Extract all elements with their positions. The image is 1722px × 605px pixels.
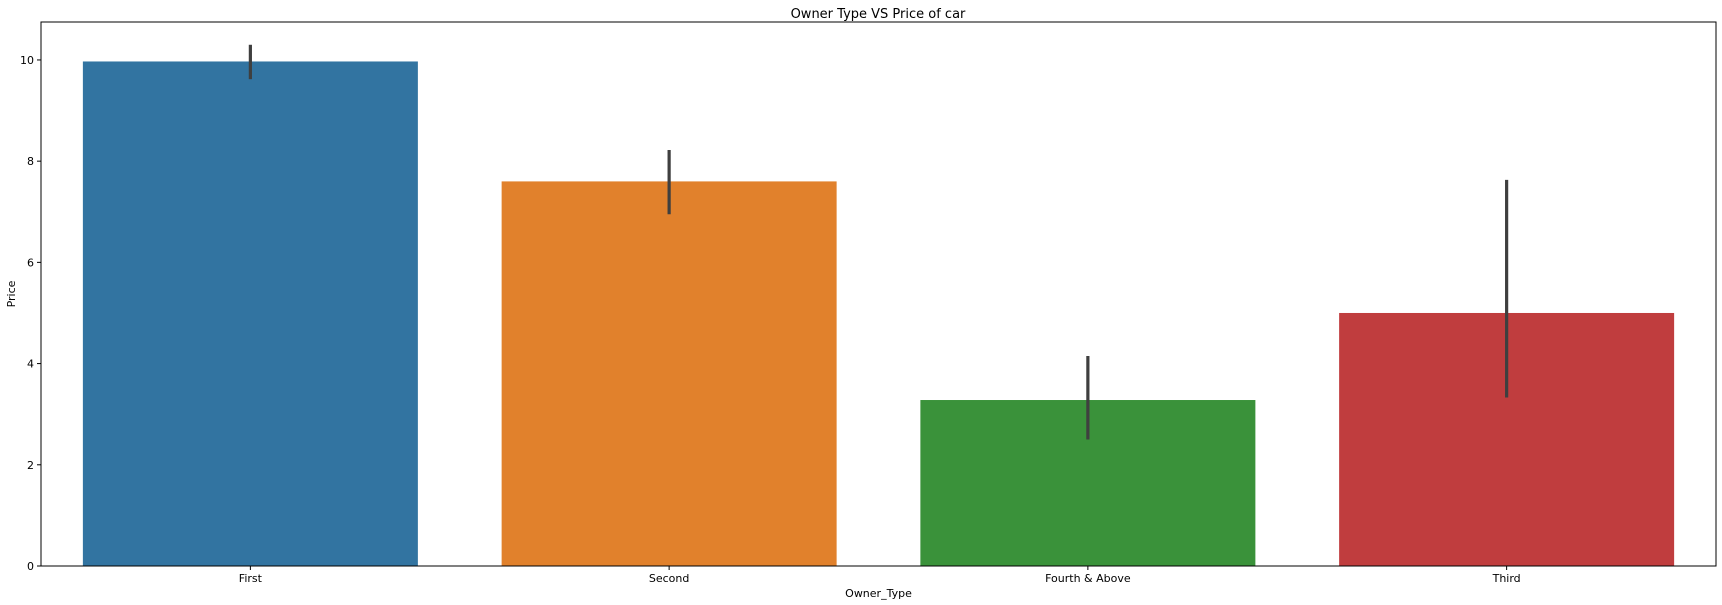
y-tick-label: 6 xyxy=(27,256,34,269)
x-axis-label: Owner_Type xyxy=(845,587,912,600)
y-axis-label: Price xyxy=(5,280,18,307)
x-tick-label: Second xyxy=(649,572,689,585)
y-axis: 0 2 4 6 8 10 xyxy=(20,54,41,573)
bars-group xyxy=(82,61,1675,567)
chart-title: Owner Type VS Price of car xyxy=(791,7,966,22)
y-tick-label: 0 xyxy=(27,560,34,573)
y-tick-label: 8 xyxy=(27,155,34,168)
y-tick-label: 2 xyxy=(27,459,34,472)
x-axis: First Second Fourth & Above Third xyxy=(239,566,1521,585)
bar-1 xyxy=(82,61,418,567)
y-tick-label: 10 xyxy=(20,54,34,67)
x-tick-label: Fourth & Above xyxy=(1045,572,1131,585)
plot-frame xyxy=(40,21,1717,567)
x-tick-label: Third xyxy=(1492,572,1521,585)
bar-2 xyxy=(501,181,837,566)
y-tick-label: 4 xyxy=(27,358,34,371)
error-bars-group xyxy=(248,44,1509,440)
x-tick-label: First xyxy=(239,572,263,585)
